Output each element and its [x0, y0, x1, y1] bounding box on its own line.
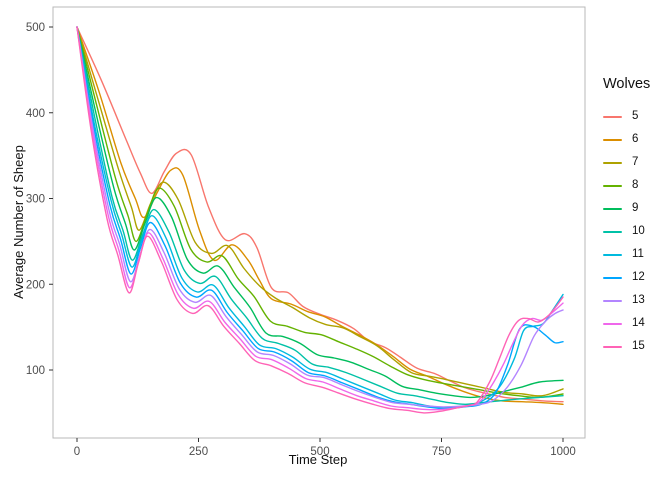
- legend-title: Wolves: [603, 76, 651, 92]
- legend-label-15: 15: [632, 339, 645, 352]
- legend-label-7: 7: [632, 155, 639, 168]
- legend-label-5: 5: [632, 109, 639, 122]
- x-tick-label: 1000: [550, 446, 576, 458]
- legend-entries: 5 6 7 8 9 10 11 12 13 14 15: [603, 105, 650, 358]
- legend-key-line-10: [603, 230, 622, 233]
- series-line-11: [76, 26, 564, 409]
- legend-label-14: 14: [632, 316, 645, 329]
- legend-label-13: 13: [632, 293, 645, 306]
- legend-entry-6: 6: [603, 128, 650, 151]
- legend-entry-10: 10: [603, 220, 650, 243]
- series-line-7: [76, 26, 564, 397]
- x-tick-label: 250: [189, 446, 208, 458]
- legend-entry-12: 12: [603, 266, 650, 289]
- legend-entry-15: 15: [603, 335, 650, 358]
- series-line-12: [76, 26, 564, 410]
- series-line-8: [76, 26, 564, 399]
- legend-label-9: 9: [632, 201, 639, 214]
- x-axis-title: Time Step: [288, 452, 348, 467]
- y-tick-label: 300: [26, 194, 45, 206]
- y-tick-label: 200: [26, 279, 45, 291]
- x-tick-label: 0: [74, 446, 80, 458]
- legend-key-line-7: [603, 161, 622, 164]
- legend-key-line-5: [603, 115, 622, 118]
- legend-label-10: 10: [632, 224, 645, 237]
- legend-key-line-8: [603, 184, 622, 187]
- legend-key-line-6: [603, 138, 622, 141]
- legend-label-8: 8: [632, 178, 639, 191]
- legend-key-line-9: [603, 207, 622, 210]
- legend-entry-7: 7: [603, 151, 650, 174]
- legend-entry-9: 9: [603, 197, 650, 220]
- y-axis-title: Average Number of Sheep: [11, 145, 26, 299]
- legend-entry-5: 5: [603, 105, 650, 128]
- legend-label-11: 11: [632, 247, 644, 260]
- x-tick-label: 750: [432, 446, 451, 458]
- legend-key-line-13: [603, 299, 622, 302]
- legend-key-line-15: [603, 345, 622, 348]
- x-tick-label: 500: [310, 446, 329, 458]
- legend: Wolves 5 6 7 8 9 10 11 12 13 14 15: [603, 76, 650, 358]
- legend-entry-8: 8: [603, 174, 650, 197]
- legend-entry-13: 13: [603, 289, 650, 312]
- legend-entry-11: 11: [603, 243, 650, 266]
- legend-key-line-12: [603, 276, 622, 279]
- panel-border: [52, 6, 586, 439]
- series-line-9: [76, 26, 564, 399]
- legend-key-line-14: [603, 322, 622, 325]
- legend-entry-14: 14: [603, 312, 650, 335]
- legend-label-12: 12: [632, 270, 645, 283]
- y-tick-label: 500: [26, 22, 45, 34]
- legend-key-line-11: [603, 253, 622, 256]
- y-tick-label: 400: [26, 108, 45, 120]
- series-line-15: [76, 26, 564, 414]
- legend-label-6: 6: [632, 132, 639, 145]
- series-line-5: [76, 26, 564, 403]
- series-line-10: [76, 26, 564, 405]
- y-tick-label: 100: [26, 365, 45, 377]
